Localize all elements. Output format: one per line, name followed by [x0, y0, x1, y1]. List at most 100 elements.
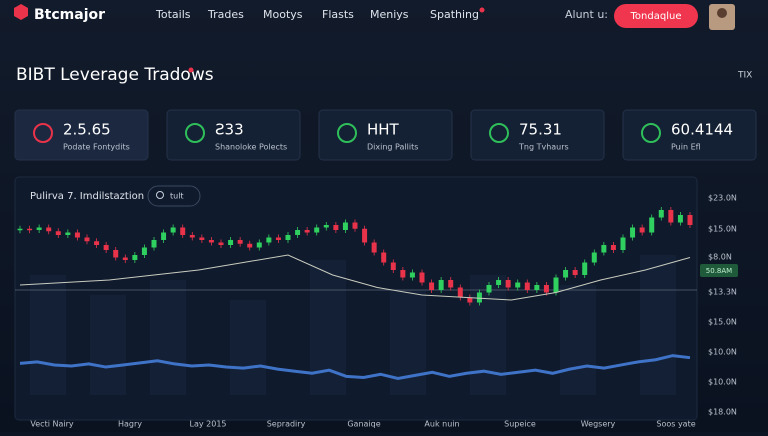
- axis-label: $8.0N: [708, 253, 732, 262]
- card-value: HHT: [367, 121, 400, 139]
- title-dot: [188, 67, 194, 73]
- nav-links: Totails Trades Mootys Flasts Meniys Spathing: [155, 8, 479, 21]
- candle-body: [390, 262, 396, 270]
- candle-body: [295, 230, 301, 235]
- candle-body: [515, 282, 521, 288]
- candle-body: [649, 217, 655, 233]
- nav-link[interactable]: Flasts: [322, 8, 354, 21]
- x-label: Vecti Nairy: [30, 420, 73, 429]
- header-right: TIX: [737, 71, 752, 81]
- candle-body: [553, 277, 559, 293]
- card-label: Puin Efl: [671, 143, 701, 152]
- candle-body: [591, 252, 597, 263]
- axis-label: $15.0N: [708, 318, 737, 327]
- cards: 2.5.65 Podate Fontydits Ƨ33 Shanoloke Polec…: [14, 109, 757, 161]
- plot: $23.0N $15.0N $8.0N $13.3N $15.0N $10.0N $10.0…: [17, 194, 738, 429]
- candle-body: [381, 252, 387, 263]
- nav-link[interactable]: Meniys: [370, 8, 409, 21]
- nav-link[interactable]: Trades: [207, 8, 244, 21]
- axis-label: $23.0N: [708, 194, 737, 203]
- candle-body: [543, 285, 549, 293]
- card-label: Dixing Pallits: [367, 143, 418, 152]
- volume-column: [30, 275, 66, 395]
- candle-body: [113, 250, 119, 258]
- moving-average: [19, 254, 691, 301]
- candle-body: [275, 237, 281, 240]
- candle-body: [266, 237, 272, 243]
- candle-body: [610, 245, 616, 250]
- candle-body: [668, 210, 674, 223]
- candle-body: [409, 272, 415, 278]
- candle-body: [429, 282, 435, 290]
- candle-body: [448, 280, 454, 288]
- nav-link[interactable]: Mootys: [263, 8, 303, 21]
- candle-body: [496, 280, 502, 285]
- candle-body: [687, 215, 693, 225]
- candle-body: [582, 262, 588, 275]
- card: [470, 109, 605, 161]
- candle-body: [55, 231, 61, 235]
- candle-body: [486, 285, 492, 293]
- volume-line: [19, 354, 691, 381]
- candle-body: [170, 227, 176, 233]
- card-icon: [185, 123, 205, 143]
- candle-body: [132, 255, 138, 260]
- candle-body: [199, 237, 205, 240]
- candle-body: [419, 272, 425, 283]
- candle-body: [256, 242, 262, 248]
- candle-body: [65, 232, 71, 235]
- candle-body: [534, 285, 540, 290]
- volume-column: [150, 280, 186, 395]
- brand: Btcmajor: [34, 7, 105, 23]
- candle-body: [189, 235, 195, 238]
- candle-body: [342, 222, 348, 230]
- candle-body: [601, 245, 607, 253]
- candle-body: [247, 243, 253, 248]
- search-icon: [156, 191, 164, 199]
- candle-body: [103, 245, 109, 250]
- candle-body: [333, 225, 339, 230]
- price-tag: [700, 264, 738, 277]
- x-label: Wegsery: [581, 420, 616, 429]
- candle-body: [620, 237, 626, 250]
- candle-body: [151, 240, 157, 248]
- card-value: 60.4144: [671, 121, 733, 139]
- card: [622, 109, 757, 161]
- axis-label: $10.0N: [708, 378, 737, 387]
- cta-text[interactable]: Tondaqlue: [630, 11, 682, 22]
- candle-body: [141, 247, 147, 255]
- card-icon: [641, 123, 661, 143]
- volume-column: [470, 275, 506, 395]
- candle-body: [677, 215, 683, 223]
- candle-body: [438, 280, 444, 290]
- cta-button[interactable]: [614, 4, 698, 28]
- price-tag-text: 50.8AM: [706, 267, 732, 275]
- candle-body: [237, 240, 243, 244]
- nav-link[interactable]: Spathing: [430, 8, 479, 21]
- candle-body: [524, 282, 530, 290]
- candle-body: [304, 230, 310, 233]
- candle-body: [228, 240, 234, 245]
- candle-body: [362, 228, 368, 243]
- x-label: Auk nuin: [424, 420, 459, 429]
- axis-label: $18.0N: [708, 408, 737, 417]
- card-value: Ƨ33: [215, 121, 244, 139]
- search-text[interactable]: tult: [170, 192, 184, 201]
- candle-body: [122, 257, 128, 260]
- candle-body: [218, 242, 224, 245]
- candle-body: [161, 232, 167, 240]
- card: [318, 109, 453, 161]
- candle-body: [476, 292, 482, 303]
- search-box[interactable]: [147, 185, 201, 207]
- candle-body: [323, 225, 329, 228]
- x-label: Sepradiry: [267, 420, 306, 429]
- candle-body: [27, 228, 33, 231]
- candle-body: [467, 297, 473, 303]
- account-label: Alunt u:: [565, 8, 608, 21]
- card-icon: [33, 123, 53, 143]
- nav-link[interactable]: Totails: [155, 8, 191, 21]
- chart-title: Pulirva 7. Imdilstaztion: [30, 191, 144, 202]
- page-title: BIBT Leverage Tradows: [16, 65, 214, 85]
